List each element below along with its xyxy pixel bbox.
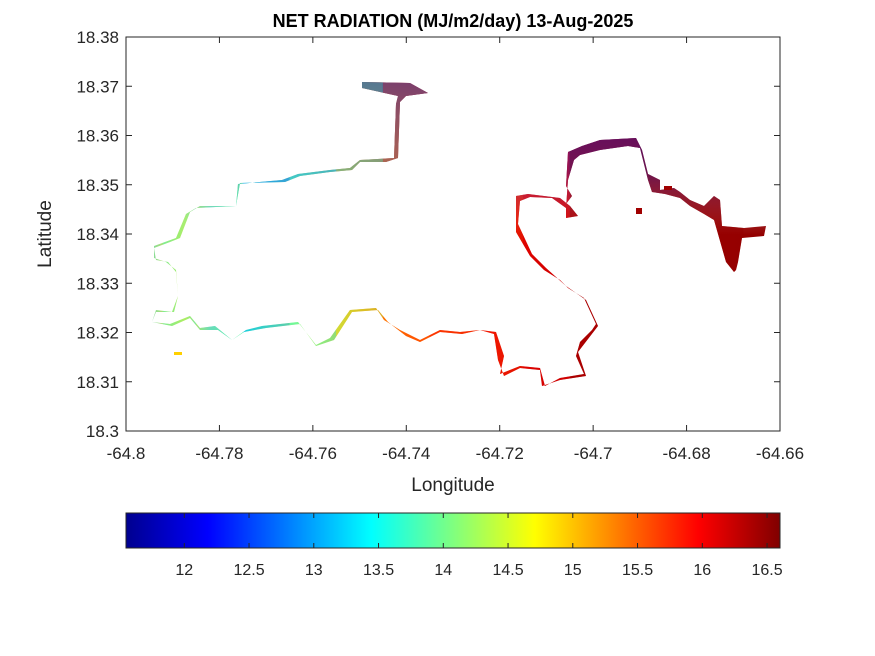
colorbar-tick-label: 16.5 xyxy=(751,562,782,579)
colorbar-tick-label: 16 xyxy=(693,562,711,579)
x-tick-label: -64.66 xyxy=(756,444,804,463)
x-axis: -64.8 -64.78 -64.76 -64.74 -64.72 -64.7 -64.68… xyxy=(107,37,804,463)
colorbar-ticks: 12 12.5 13 13.5 14 14.5 15 15.5 16 16.5 xyxy=(175,513,783,579)
colorbar-tick-label: 12.5 xyxy=(233,562,264,579)
x-tick-label: -64.72 xyxy=(476,444,524,463)
x-tick-label: -64.7 xyxy=(574,444,613,463)
y-tick-label: 18.35 xyxy=(76,176,119,195)
y-axis-label: Latitude xyxy=(35,200,56,268)
x-axis-label: Longitude xyxy=(411,475,494,496)
y-tick-label: 18.38 xyxy=(76,28,119,47)
colorbar-tick-label: 14.5 xyxy=(492,562,523,579)
plot-area xyxy=(125,36,781,432)
x-tick-label: -64.76 xyxy=(289,444,337,463)
colorbar-tick-label: 15 xyxy=(564,562,582,579)
y-tick-label: 18.3 xyxy=(86,422,119,441)
colorbar-tick-label: 13 xyxy=(305,562,323,579)
y-tick-label: 18.36 xyxy=(76,127,119,146)
x-tick-label: -64.8 xyxy=(107,444,146,463)
chart-title: NET RADIATION (MJ/m2/day) 13-Aug-2025 xyxy=(273,11,634,31)
y-tick-label: 18.33 xyxy=(76,274,119,293)
colorbar-tick-label: 13.5 xyxy=(363,562,394,579)
y-axis: 18.3 18.31 18.32 18.33 18.34 18.35 18.36 18.37 1… xyxy=(76,28,780,441)
y-tick-label: 18.34 xyxy=(76,225,119,244)
colorbar-tick-label: 12 xyxy=(175,562,193,579)
y-tick-label: 18.31 xyxy=(76,373,119,392)
y-tick-label: 18.37 xyxy=(76,77,119,96)
colorbar-tick-label: 14 xyxy=(434,562,452,579)
x-tick-label: -64.78 xyxy=(195,444,243,463)
colorbar xyxy=(125,512,781,549)
islet xyxy=(174,352,182,355)
islet xyxy=(636,208,642,214)
x-tick-label: -64.68 xyxy=(662,444,710,463)
y-tick-label: 18.32 xyxy=(76,324,119,343)
x-tick-label: -64.74 xyxy=(382,444,430,463)
islet xyxy=(664,186,672,190)
colorbar-tick-label: 15.5 xyxy=(622,562,653,579)
